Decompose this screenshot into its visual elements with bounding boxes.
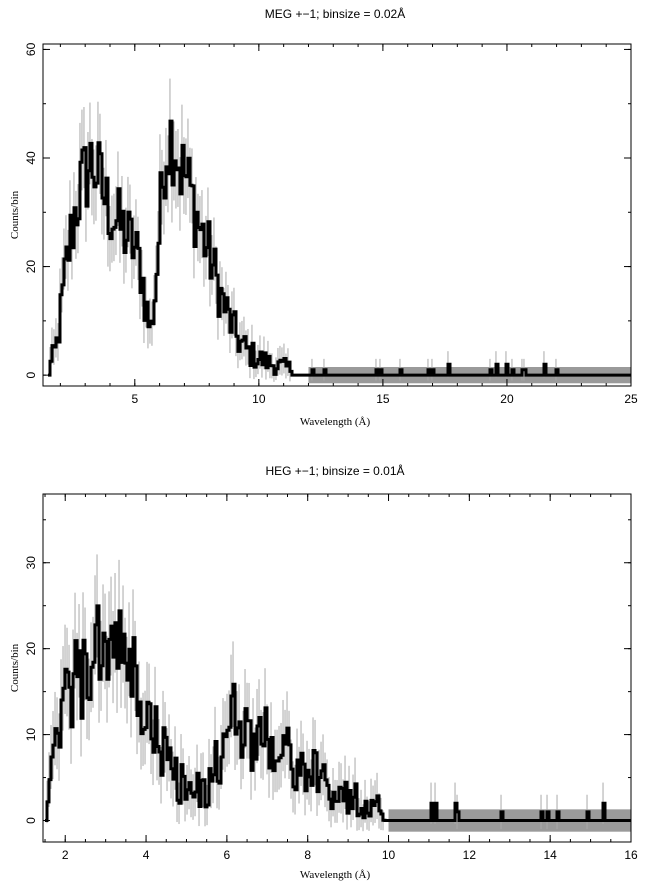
heg-x-tick-label: 10 xyxy=(382,848,396,862)
heg-x-axis-label: Wavelength (Å) xyxy=(300,869,371,881)
heg-y-tick-label: 0 xyxy=(24,817,38,824)
meg-x-axis-label: Wavelength (Å) xyxy=(300,416,371,428)
heg-x-tick-label: 14 xyxy=(543,848,557,862)
heg-y-axis-label: Counts/bin xyxy=(9,643,21,692)
heg-y-tick-label: 20 xyxy=(24,642,38,656)
heg-title: HEG +−1; binsize = 0.01Å xyxy=(265,463,404,478)
meg-x-tick-label: 25 xyxy=(624,392,638,406)
meg-x-tick-label: 10 xyxy=(252,392,266,406)
heg-x-tick-label: 2 xyxy=(62,848,69,862)
meg-axis-ticks: 5 10 15 20 25 0 20 40 60 xyxy=(24,42,638,406)
meg-x-tick-label: 15 xyxy=(376,392,390,406)
meg-y-axis-label: Counts/bin xyxy=(9,190,21,239)
heg-x-tick-label: 6 xyxy=(224,848,231,862)
meg-y-tick-label: 60 xyxy=(24,42,38,56)
meg-y-tick-label: 20 xyxy=(24,260,38,274)
meg-x-tick-label: 5 xyxy=(131,392,138,406)
heg-x-tick-label: 12 xyxy=(463,848,477,862)
meg-title: MEG +−1; binsize = 0.02Å xyxy=(265,6,405,21)
heg-x-tick-label: 16 xyxy=(624,848,638,862)
meg-y-tick-label: 40 xyxy=(24,151,38,165)
heg-y-tick-label: 30 xyxy=(24,556,38,570)
heg-plot-frame xyxy=(42,493,632,843)
heg-x-tick-label: 8 xyxy=(304,848,311,862)
heg-y-tick-label: 10 xyxy=(24,728,38,742)
meg-plot-frame xyxy=(42,43,632,387)
meg-y-tick-label: 0 xyxy=(24,371,38,378)
meg-panel: MEG +−1; binsize = 0.02Å 5 10 15 20 25 0 20 40 6… xyxy=(9,6,638,428)
heg-panel: HEG +−1; binsize = 0.01Å 2 4 6 8 10 12 14 16 0 10… xyxy=(9,463,638,881)
heg-spectrum-line xyxy=(45,604,631,822)
heg-axis-ticks: 2 4 6 8 10 12 14 16 0 10 20 30 xyxy=(24,494,638,862)
meg-x-tick-label: 20 xyxy=(500,392,514,406)
meg-spectrum-line xyxy=(48,119,631,377)
heg-x-tick-label: 4 xyxy=(143,848,150,862)
meg-error-bars xyxy=(49,78,557,382)
